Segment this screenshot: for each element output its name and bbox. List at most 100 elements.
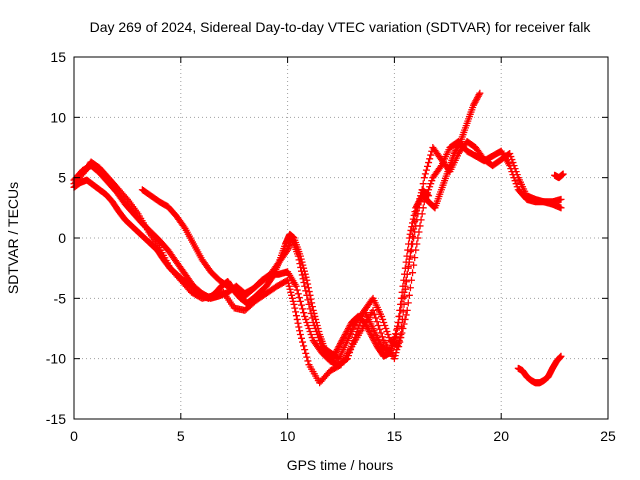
data-point (312, 318, 320, 326)
data-point (296, 297, 304, 305)
data-point (407, 226, 415, 234)
data-point (512, 180, 520, 188)
data-point (307, 331, 315, 339)
data-point (294, 290, 302, 298)
data-point (436, 163, 444, 171)
data-point (304, 280, 312, 288)
data-point (340, 332, 348, 340)
data-point (332, 349, 340, 357)
data-point (476, 89, 484, 97)
data-point (304, 357, 312, 365)
data-point (300, 342, 308, 350)
data-point (296, 327, 304, 335)
data-point (397, 294, 405, 302)
data-point (334, 344, 342, 352)
data-point (411, 254, 419, 262)
data-point (385, 334, 393, 342)
data-point (290, 300, 298, 308)
data-point (342, 329, 350, 337)
data-point (339, 335, 347, 343)
data-point (370, 310, 378, 318)
data-point (373, 318, 381, 326)
data-point (473, 94, 481, 102)
data-point (288, 294, 296, 302)
data-point (287, 288, 295, 296)
data-point (308, 299, 316, 307)
data-point (299, 261, 307, 269)
data-point (426, 183, 434, 191)
data-point (393, 331, 401, 339)
data-point (508, 168, 516, 176)
data-point (418, 210, 426, 218)
data-point (472, 97, 480, 105)
data-point (295, 323, 303, 331)
data-point (378, 312, 386, 320)
y-tick-label: -15 (46, 411, 66, 427)
data-point (310, 309, 318, 317)
data-point (397, 300, 405, 308)
data-point (304, 321, 312, 329)
data-point (469, 101, 477, 109)
data-point (427, 180, 435, 188)
data-point (381, 321, 389, 329)
data-point (346, 321, 354, 329)
data-point (335, 343, 343, 351)
data-point (306, 328, 314, 336)
data-point (347, 346, 355, 354)
data-point (300, 264, 308, 272)
data-point (357, 315, 365, 323)
data-point (364, 325, 372, 332)
data-point (396, 338, 404, 346)
data-point (425, 186, 433, 194)
data-point (380, 318, 388, 326)
series-track-c (70, 89, 484, 363)
data-point (336, 340, 344, 348)
data-point (359, 309, 367, 317)
data-point (289, 297, 297, 305)
data-point (409, 219, 417, 227)
chart-title: Day 269 of 2024, Sidereal Day-to-day VTE… (90, 19, 592, 35)
data-point (400, 276, 408, 284)
data-point (303, 353, 311, 361)
series-late-segment (514, 352, 565, 387)
data-point (452, 147, 460, 155)
data-point (358, 312, 366, 320)
data-point (301, 312, 309, 320)
data-point (361, 320, 369, 328)
data-point (371, 338, 379, 346)
x-tick-label: 20 (493, 428, 509, 444)
data-point (383, 328, 391, 336)
data-point (293, 286, 301, 294)
data-point (419, 180, 427, 188)
data-point (343, 355, 351, 363)
data-point (344, 326, 352, 334)
data-point (299, 305, 307, 313)
data-point (422, 192, 430, 200)
data-point (294, 319, 302, 327)
data-point (395, 312, 403, 320)
data-point (288, 291, 296, 299)
data-point (399, 282, 407, 290)
data-point (365, 328, 373, 336)
data-point (424, 189, 432, 197)
x-tick-label: 10 (280, 428, 296, 444)
data-point (331, 350, 339, 358)
data-point (420, 198, 428, 206)
data-point (309, 306, 317, 314)
data-point (425, 159, 433, 167)
data-point (401, 315, 409, 323)
data-point (384, 331, 392, 339)
data-point (292, 308, 300, 316)
data-point (315, 328, 323, 336)
data-point (369, 306, 377, 314)
data-point (412, 204, 420, 212)
data-point (369, 334, 377, 342)
data-point (473, 95, 481, 103)
data-point (511, 177, 519, 185)
data-point (313, 321, 321, 329)
data-point (330, 352, 338, 360)
y-tick-label: 15 (50, 49, 66, 65)
data-point (398, 288, 406, 296)
data-point (470, 100, 478, 108)
